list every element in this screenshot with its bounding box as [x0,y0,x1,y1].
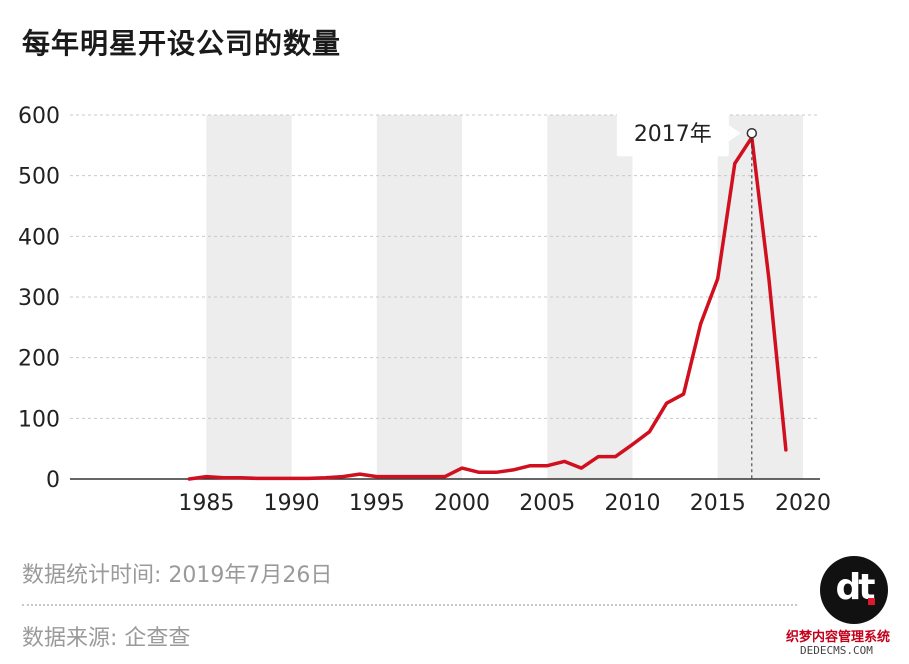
x-tick-label: 2000 [434,491,490,516]
divider [22,604,797,606]
y-tick-label: 200 [18,347,60,372]
line-chart: 0 100 200 300 400 500 600 1985 1990 1995 2000 2005 2… [18,104,831,516]
shaded-band [547,115,633,479]
y-tick-label: 100 [18,407,60,432]
x-tick-label: 2015 [690,491,746,516]
x-tick-label: 1995 [349,491,405,516]
x-tick-label: 2020 [775,491,831,516]
annotation-box [616,106,729,157]
series-line [187,135,788,481]
logo-dot-icon [868,598,875,605]
annotation-pointer [728,125,741,142]
y-tick-label: 400 [18,225,60,250]
x-tick-label: 1990 [264,491,320,516]
shaded-band [206,115,292,479]
annotation-marker [746,127,758,139]
x-tick-label: 2005 [519,491,575,516]
brand-logo: dt [820,556,888,624]
y-tick-label: 600 [18,104,60,129]
y-tick-label: 500 [18,165,60,190]
annotation-label: 2017年 [634,122,712,147]
chart-title: 每年明星开设公司的数量 [22,27,342,60]
stat-time-note: 数据统计时间: 2019年7月26日 [22,563,333,588]
y-tick-label: 0 [46,468,60,493]
source-note: 数据来源: 企查查 [22,626,191,651]
watermark-text: 织梦内容管理系统 [786,630,891,645]
x-tick-label: 2010 [605,491,661,516]
y-tick-label: 300 [18,286,60,311]
watermark-url: DEDECMS.COM [800,644,873,657]
x-tick-label: 1985 [178,491,234,516]
